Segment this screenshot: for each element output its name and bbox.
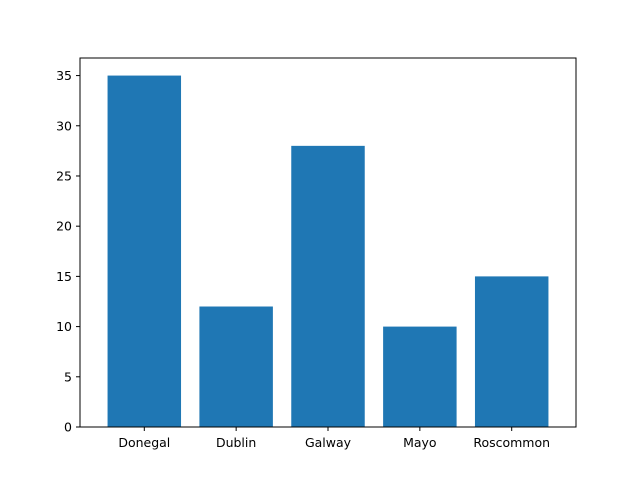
y-tick-label: 0 <box>64 420 72 435</box>
y-axis: 0 5 10 15 20 25 30 35 <box>56 68 80 435</box>
y-tick-label: 30 <box>56 118 72 133</box>
y-tick-label: 15 <box>56 269 72 284</box>
x-tick-label: Donegal <box>118 435 170 450</box>
y-tick-label: 25 <box>56 168 72 183</box>
bar-mayo <box>383 326 457 427</box>
y-tick-label: 10 <box>56 319 72 334</box>
x-tick-label: Galway <box>305 435 352 450</box>
bar-galway <box>291 145 365 427</box>
y-tick-label: 5 <box>64 369 72 384</box>
x-tick-label: Roscommon <box>473 435 550 450</box>
bar-donegal <box>107 75 182 428</box>
bar-roscommon <box>474 276 549 427</box>
bars-group <box>107 75 549 428</box>
y-tick-label: 20 <box>56 219 72 234</box>
y-tick-label: 35 <box>56 68 72 83</box>
x-axis: Donegal Dublin Galway Mayo Roscommon <box>118 427 550 450</box>
x-tick-label: Mayo <box>403 435 437 450</box>
bar-dublin <box>199 306 273 427</box>
x-tick-label: Dublin <box>216 435 256 450</box>
